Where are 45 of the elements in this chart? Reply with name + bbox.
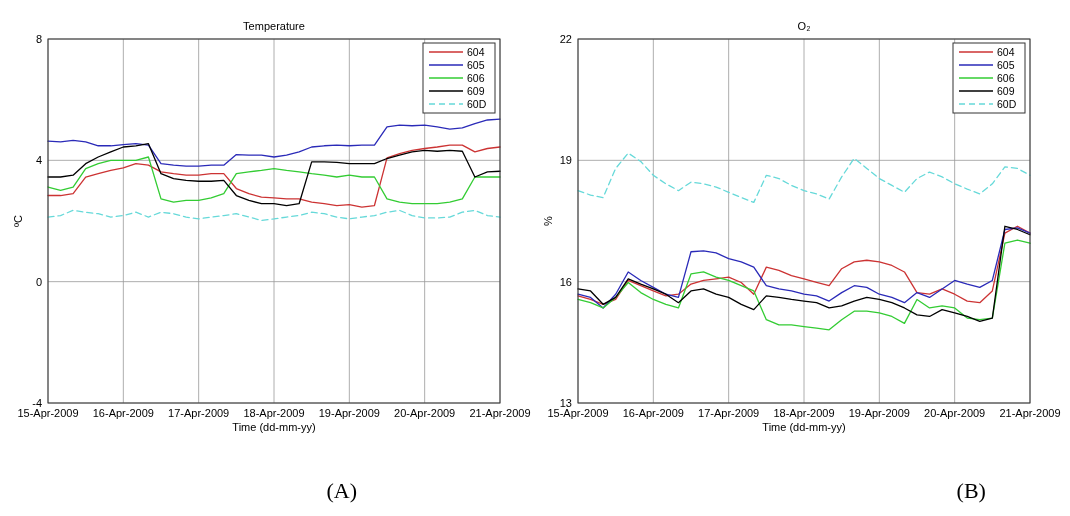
- y-tick-label: 16: [559, 275, 572, 288]
- y-tick-label: 0: [35, 275, 42, 288]
- legend-label: 60D: [997, 98, 1017, 110]
- legend-label: 604: [997, 46, 1015, 58]
- legend-label: 606: [467, 72, 485, 84]
- x-tick-label: 21-Apr-2009: [999, 407, 1061, 419]
- x-axis-title: Time (dd-mm-yy): [232, 421, 316, 433]
- legend-label: 609: [467, 85, 485, 97]
- y-tick-label: 4: [35, 154, 42, 167]
- x-tick-label: 18-Apr-2009: [773, 407, 835, 419]
- legend-label: 604: [467, 46, 485, 58]
- x-tick-label: 16-Apr-2009: [92, 407, 154, 419]
- x-tick-label: 17-Apr-2009: [698, 407, 760, 419]
- y-tick-label: -4: [32, 397, 42, 409]
- x-axis-title: Time (dd-mm-yy): [762, 421, 846, 433]
- text: (B): [956, 478, 986, 503]
- x-tick-label: 19-Apr-2009: [318, 407, 380, 419]
- y-tick-label: 19: [559, 154, 572, 167]
- text: (A): [326, 478, 358, 503]
- x-tick-label: 21-Apr-2009: [469, 407, 531, 419]
- x-tick-label: 18-Apr-2009: [243, 407, 305, 419]
- line-series: [577, 225, 1031, 322]
- legend-label: 605: [997, 59, 1015, 71]
- y-tick-label: 22: [559, 33, 572, 45]
- chart-title: Temperature: [243, 20, 305, 32]
- chart-title: O₂: [797, 20, 811, 32]
- y-tick-label: 8: [35, 33, 42, 45]
- y-axis-title: ºC: [12, 214, 24, 227]
- legend-label: 606: [997, 72, 1015, 84]
- line-series: [47, 118, 501, 167]
- x-tick-label: 19-Apr-2009: [848, 407, 910, 419]
- x-tick-label: 17-Apr-2009: [168, 407, 230, 419]
- line-series: [577, 239, 1031, 331]
- line-series: [47, 209, 501, 222]
- x-tick-label: 20-Apr-2009: [394, 407, 456, 419]
- line-series: [47, 156, 501, 205]
- x-tick-label: 15-Apr-2009: [17, 407, 79, 419]
- legend-label: 605: [467, 59, 485, 71]
- legend-label: 60D: [467, 98, 487, 110]
- x-tick-label: 20-Apr-2009: [924, 407, 986, 419]
- x-tick-label: 15-Apr-2009: [547, 407, 609, 419]
- x-tick-label: 16-Apr-2009: [622, 407, 684, 419]
- legend-label: 609: [997, 85, 1015, 97]
- y-axis-title: %: [542, 215, 554, 226]
- y-tick-label: 13: [559, 397, 572, 409]
